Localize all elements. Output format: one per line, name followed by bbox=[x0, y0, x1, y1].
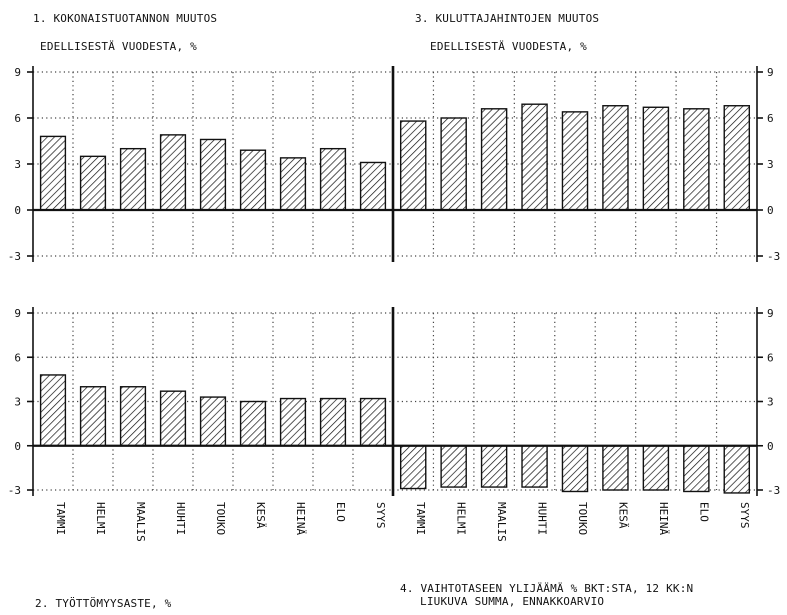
chart1-ytick-label: -3 bbox=[8, 250, 21, 263]
chart4-title-line2: LIUKUVA SUMMA, ENNAKKOARVIO bbox=[420, 595, 605, 608]
chart1-bar-heinä bbox=[279, 157, 307, 211]
chart2-xlabel-maalis: MAALIS bbox=[134, 502, 147, 542]
chart2-xlabel-tammi: TAMMI bbox=[54, 502, 67, 535]
chart1-ytick-label: 0 bbox=[14, 204, 21, 217]
chart2-xlabel-helmi: HELMI bbox=[94, 502, 107, 535]
chart2-title-line1: 2. TYÖTTÖMYYSASTE, % bbox=[35, 597, 172, 610]
chart1-title-line1: 1. KOKONAISTUOTANNON MUUTOS bbox=[33, 12, 218, 25]
chart2-bar-touko bbox=[199, 396, 227, 447]
chart3-ytick-label: 9 bbox=[767, 66, 774, 79]
chart4-xlabel-touko: TOUKO bbox=[576, 502, 589, 535]
chart4-group: -3 0 3 6 9 TAMMI HELMI MAALIS HUHTI TOUKO KESÄ HEIN… bbox=[393, 307, 780, 542]
chart2-group: -3 0 3 6 9 TAMMI HELMI MAALIS HUHTI TOUKO KESÄ HEIN… bbox=[8, 307, 393, 542]
chart2-bar-maalis bbox=[119, 386, 147, 447]
chart4-xlabel-syys: SYYS bbox=[738, 502, 751, 529]
chart4-bar-kesä bbox=[602, 445, 629, 491]
chart1-bar-elo bbox=[319, 147, 347, 211]
chart4-ytick-label: -3 bbox=[767, 484, 780, 497]
chart1-bar-huhti bbox=[159, 134, 187, 211]
chart2-xlabel-elo: ELO bbox=[334, 502, 347, 522]
chart4-xlabel-helmi: HELMI bbox=[455, 502, 468, 535]
chart1-bar-touko bbox=[199, 138, 227, 211]
chart2-xlabel-kesä: KESÄ bbox=[254, 502, 267, 529]
chart3-title-line1: 3. KULUTTAJAHINTOJEN MUUTOS bbox=[415, 12, 600, 25]
chart3-ytick-label: 3 bbox=[767, 158, 774, 171]
chart4-xlabel-kesä: KESÄ bbox=[616, 502, 629, 529]
chart1-group: -3 0 3 6 9 bbox=[8, 66, 393, 263]
chart3-bar-elo bbox=[683, 108, 710, 211]
chart4-bar-touko bbox=[561, 445, 589, 493]
chart3-bar-heinä bbox=[642, 106, 670, 211]
chart2-bar-heinä bbox=[279, 397, 307, 447]
chart2-xlabel-syys: SYYS bbox=[374, 502, 387, 529]
chart3-title-line2: EDELLISESTÄ VUODESTA, % bbox=[430, 40, 587, 53]
chart1-ytick-label: 3 bbox=[14, 158, 21, 171]
chart2-ytick-label: 3 bbox=[14, 396, 21, 409]
chart2-bar-tammi bbox=[39, 374, 67, 447]
chart4-xlabel-elo: ELO bbox=[697, 502, 710, 522]
chart4-ytick-label: 6 bbox=[767, 351, 774, 364]
chart3-ytick-label: -3 bbox=[767, 250, 780, 263]
chart3-bar-syys bbox=[723, 105, 751, 211]
chart2-bar-helmi bbox=[79, 386, 107, 447]
chart4-ytick-label: 9 bbox=[767, 307, 774, 320]
chart3-ytick-label: 0 bbox=[767, 204, 774, 217]
chart3-ytick-label: 6 bbox=[767, 112, 774, 125]
chart3-bar-huhti bbox=[521, 103, 548, 211]
chart2-bar-huhti bbox=[159, 390, 187, 447]
chart4-bar-heinä bbox=[642, 445, 670, 491]
chart3-bar-touko bbox=[561, 111, 589, 211]
chart1-bar-helmi bbox=[79, 155, 107, 211]
chart3-bar-tammi bbox=[399, 120, 427, 211]
chart4-bar-syys bbox=[723, 445, 751, 494]
chart4-bar-tammi bbox=[399, 445, 427, 490]
chart4-bar-huhti bbox=[521, 445, 548, 488]
chart2-xlabel-touko: TOUKO bbox=[214, 502, 227, 535]
chart4-ytick-label: 3 bbox=[767, 396, 774, 409]
chart3-bar-maalis bbox=[480, 108, 508, 211]
chart2-bar-syys bbox=[359, 397, 387, 447]
chart1-ytick-label: 9 bbox=[14, 66, 21, 79]
chart2-ytick-label: 9 bbox=[14, 307, 21, 320]
chart2-ytick-label: -3 bbox=[8, 484, 21, 497]
chart1-bar-kesä bbox=[239, 149, 267, 211]
chart4-xlabel-huhti: HUHTI bbox=[536, 502, 549, 535]
chart4-title-line1: 4. VAIHTOTASEEN YLIJÄÄMÄ % BKT:STA, 12 K… bbox=[400, 582, 694, 595]
chart1-bar-maalis bbox=[119, 147, 147, 211]
chart2-xlabel-huhti: HUHTI bbox=[174, 502, 187, 535]
chart4-bar-maalis bbox=[480, 445, 508, 488]
chart4-xlabel-heinä: HEINÄ bbox=[657, 502, 670, 535]
chart3-bar-helmi bbox=[440, 117, 467, 211]
chart1-bar-syys bbox=[359, 161, 387, 211]
chart2-bar-elo bbox=[319, 397, 347, 447]
chart4-xlabel-maalis: MAALIS bbox=[495, 502, 508, 542]
chart2-bar-kesä bbox=[239, 400, 267, 447]
chart4-xlabel-tammi: TAMMI bbox=[414, 502, 427, 535]
chart2-ytick-label: 0 bbox=[14, 440, 21, 453]
chart3-group: -3 0 3 6 9 bbox=[393, 66, 780, 263]
chart4-bar-helmi bbox=[440, 445, 467, 488]
chart2-xlabel-heinä: HEINÄ bbox=[294, 502, 307, 535]
chart3-bar-kesä bbox=[602, 105, 629, 211]
chart4-ytick-label: 0 bbox=[767, 440, 774, 453]
chart1-title-line2: EDELLISESTÄ VUODESTA, % bbox=[40, 40, 197, 53]
chart4-bar-elo bbox=[683, 445, 710, 493]
chart1-bar-tammi bbox=[39, 135, 67, 211]
chart1-ytick-label: 6 bbox=[14, 112, 21, 125]
chart2-ytick-label: 6 bbox=[14, 351, 21, 364]
